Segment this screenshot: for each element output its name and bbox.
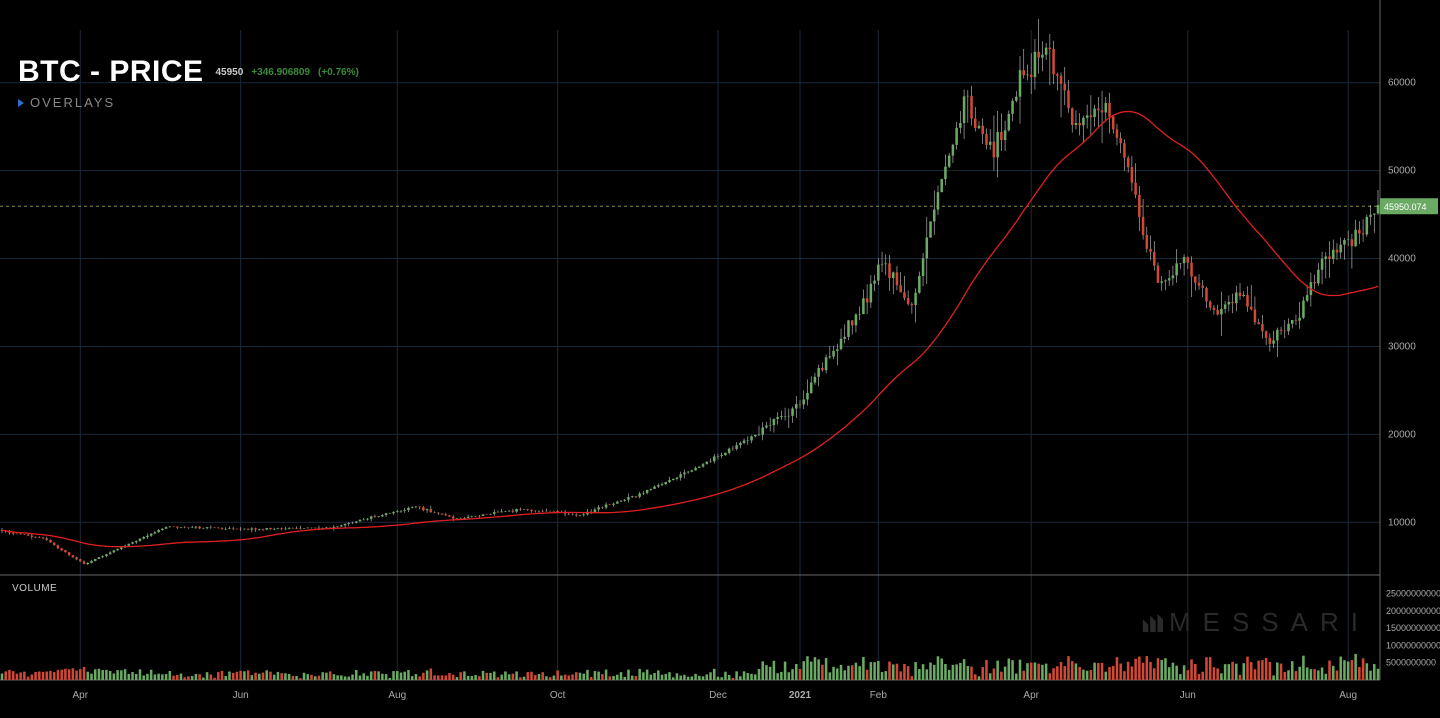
overlays-label: OVERLAYS [30,95,115,110]
watermark: MESSARI [1141,607,1370,638]
svg-text:Dec: Dec [709,690,727,701]
volume-label: VOLUME [12,583,57,594]
svg-text:Jun: Jun [1180,690,1196,701]
svg-text:Feb: Feb [870,690,888,701]
svg-text:40000: 40000 [1388,254,1416,265]
svg-text:5000000000: 5000000000 [1386,658,1436,668]
chart-title: BTC - PRICE [18,55,204,89]
svg-text:45950.074: 45950.074 [1384,202,1427,212]
svg-text:20000000000: 20000000000 [1386,606,1440,616]
svg-text:15000000000: 15000000000 [1386,623,1440,633]
chart-header: BTC - PRICE 45950 +346.906809 (+0.76%) O… [18,55,359,110]
svg-text:10000: 10000 [1388,517,1416,528]
svg-text:50000: 50000 [1388,166,1416,177]
title-row: BTC - PRICE 45950 +346.906809 (+0.76%) [18,55,359,89]
svg-text:Aug: Aug [388,690,406,701]
watermark-text: MESSARI [1169,607,1370,638]
messari-logo-icon [1141,612,1163,634]
svg-text:20000: 20000 [1388,429,1416,440]
svg-text:30000: 30000 [1388,341,1416,352]
price-change-abs: +346.906809 [251,67,310,78]
svg-text:Jun: Jun [233,690,249,701]
overlays-toggle[interactable]: OVERLAYS [18,95,359,110]
svg-text:10000000000: 10000000000 [1386,640,1440,650]
price-change-pct: (+0.76%) [318,67,359,78]
chevron-right-icon [18,99,24,107]
last-price: 45950 [216,67,244,78]
svg-text:60000: 60000 [1388,78,1416,89]
svg-text:25000000000: 25000000000 [1386,588,1440,598]
svg-text:Apr: Apr [73,690,89,701]
svg-text:Oct: Oct [550,690,566,701]
svg-text:2021: 2021 [789,690,812,701]
svg-text:Aug: Aug [1339,690,1357,701]
svg-text:Apr: Apr [1023,690,1039,701]
